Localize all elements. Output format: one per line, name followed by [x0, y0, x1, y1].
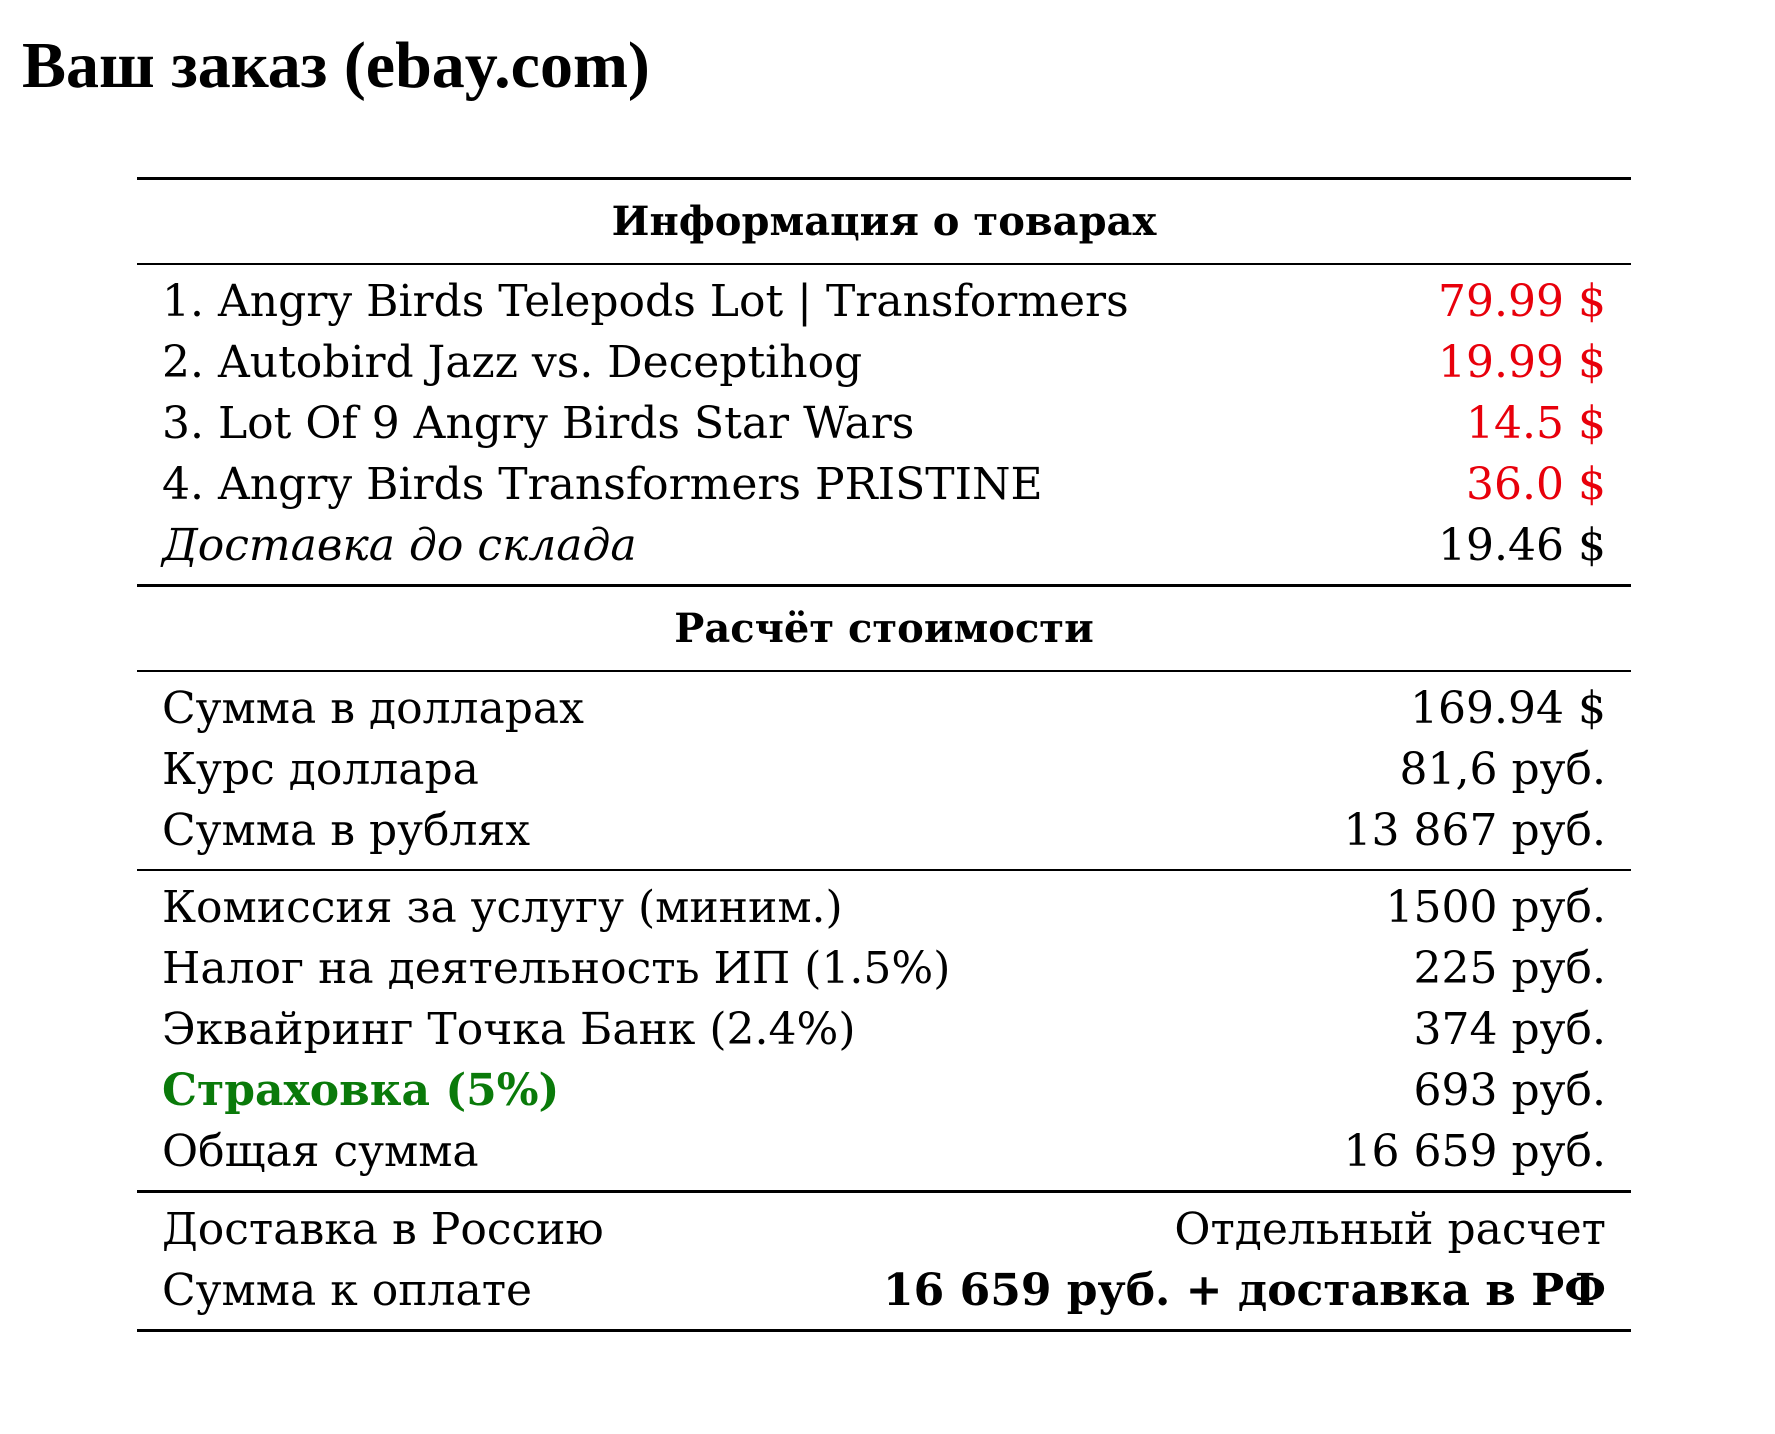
acquiring-label: Эквайринг Точка Банк (2.4%) [162, 1004, 856, 1055]
item-row: 1. Angry Birds Telepods Lot | Transforme… [137, 271, 1631, 332]
item-name: 1. Angry Birds Telepods Lot | Transforme… [162, 276, 1129, 327]
service-fee-row: Комиссия за услугу (миним.) 1500 руб. [137, 877, 1631, 938]
item-name: 3. Lot Of 9 Angry Birds Star Wars [162, 398, 915, 449]
item-price: 19.99 $ [1438, 337, 1606, 388]
exchange-rate-value: 81,6 руб. [1399, 744, 1607, 795]
table-top-rule [137, 177, 1631, 180]
amount-due-value: 16 659 руб. + доставка в РФ [883, 1265, 1606, 1316]
section-divider [137, 263, 1631, 265]
section-divider [137, 584, 1631, 587]
usd-total-value: 169.94 $ [1410, 683, 1606, 734]
tax-label: Налог на деятельность ИП (1.5%) [162, 943, 951, 994]
section-divider [137, 670, 1631, 672]
exchange-rate-row: Курс доллара 81,6 руб. [137, 739, 1631, 800]
exchange-rate-label: Курс доллара [162, 744, 479, 795]
items-section-header: Информация о товарах [611, 198, 1157, 245]
items-list: 1. Angry Birds Telepods Lot | Transforme… [137, 265, 1631, 584]
usd-total-row: Сумма в долларах 169.94 $ [137, 678, 1631, 739]
section-divider [137, 1190, 1631, 1193]
acquiring-value: 374 руб. [1413, 1004, 1607, 1055]
calc-section-header: Расчёт стоимости [674, 605, 1094, 652]
warehouse-shipping-row: Доставка до склада 19.46 $ [137, 515, 1631, 576]
order-table: Информация о товарах 1. Angry Birds Tele… [137, 177, 1631, 1332]
insurance-label: Страховка (5%) [162, 1065, 560, 1116]
rub-total-label: Сумма в рублях [162, 805, 531, 856]
warehouse-shipping-value: 19.46 $ [1438, 520, 1606, 571]
warehouse-shipping-label: Доставка до склада [162, 520, 637, 571]
page-title: Ваш заказ (ebay.com) [22, 29, 650, 102]
insurance-value: 693 руб. [1413, 1065, 1607, 1116]
tax-row: Налог на деятельность ИП (1.5%) 225 руб. [137, 938, 1631, 999]
service-fee-value: 1500 руб. [1385, 882, 1607, 933]
item-row: 4. Angry Birds Transformers PRISTINE 36.… [137, 454, 1631, 515]
conversion-list: Сумма в долларах 169.94 $ Курс доллара 8… [137, 672, 1631, 869]
grand-total-label: Общая сумма [162, 1126, 479, 1177]
item-row: 2. Autobird Jazz vs. Deceptihog 19.99 $ [137, 332, 1631, 393]
amount-due-row: Сумма к оплате 16 659 руб. + доставка в … [137, 1260, 1631, 1321]
rub-total-row: Сумма в рублях 13 867 руб. [137, 800, 1631, 861]
item-row: 3. Lot Of 9 Angry Birds Star Wars 14.5 $ [137, 393, 1631, 454]
acquiring-row: Эквайринг Точка Банк (2.4%) 374 руб. [137, 999, 1631, 1060]
russia-shipping-label: Доставка в Россию [162, 1204, 604, 1255]
item-price: 79.99 $ [1438, 276, 1606, 327]
service-fee-label: Комиссия за услугу (миним.) [162, 882, 843, 933]
grand-total-row: Общая сумма 16 659 руб. [137, 1121, 1631, 1182]
amount-due-label: Сумма к оплате [162, 1265, 533, 1316]
section-divider [137, 869, 1631, 871]
table-bottom-rule [137, 1329, 1631, 1332]
final-list: Доставка в Россию Отдельный расчет Сумма… [137, 1193, 1631, 1329]
russia-shipping-value: Отдельный расчет [1174, 1204, 1606, 1255]
item-price: 14.5 $ [1466, 398, 1606, 449]
usd-total-label: Сумма в долларах [162, 683, 584, 734]
item-name: 2. Autobird Jazz vs. Deceptihog [162, 337, 863, 388]
russia-shipping-row: Доставка в Россию Отдельный расчет [137, 1199, 1631, 1260]
insurance-row: Страховка (5%) 693 руб. [137, 1060, 1631, 1121]
item-price: 36.0 $ [1466, 459, 1606, 510]
rub-total-value: 13 867 руб. [1343, 805, 1606, 856]
fees-list: Комиссия за услугу (миним.) 1500 руб. На… [137, 871, 1631, 1190]
item-name: 4. Angry Birds Transformers PRISTINE [162, 459, 1043, 510]
tax-value: 225 руб. [1413, 943, 1607, 994]
grand-total-value: 16 659 руб. [1343, 1126, 1606, 1177]
